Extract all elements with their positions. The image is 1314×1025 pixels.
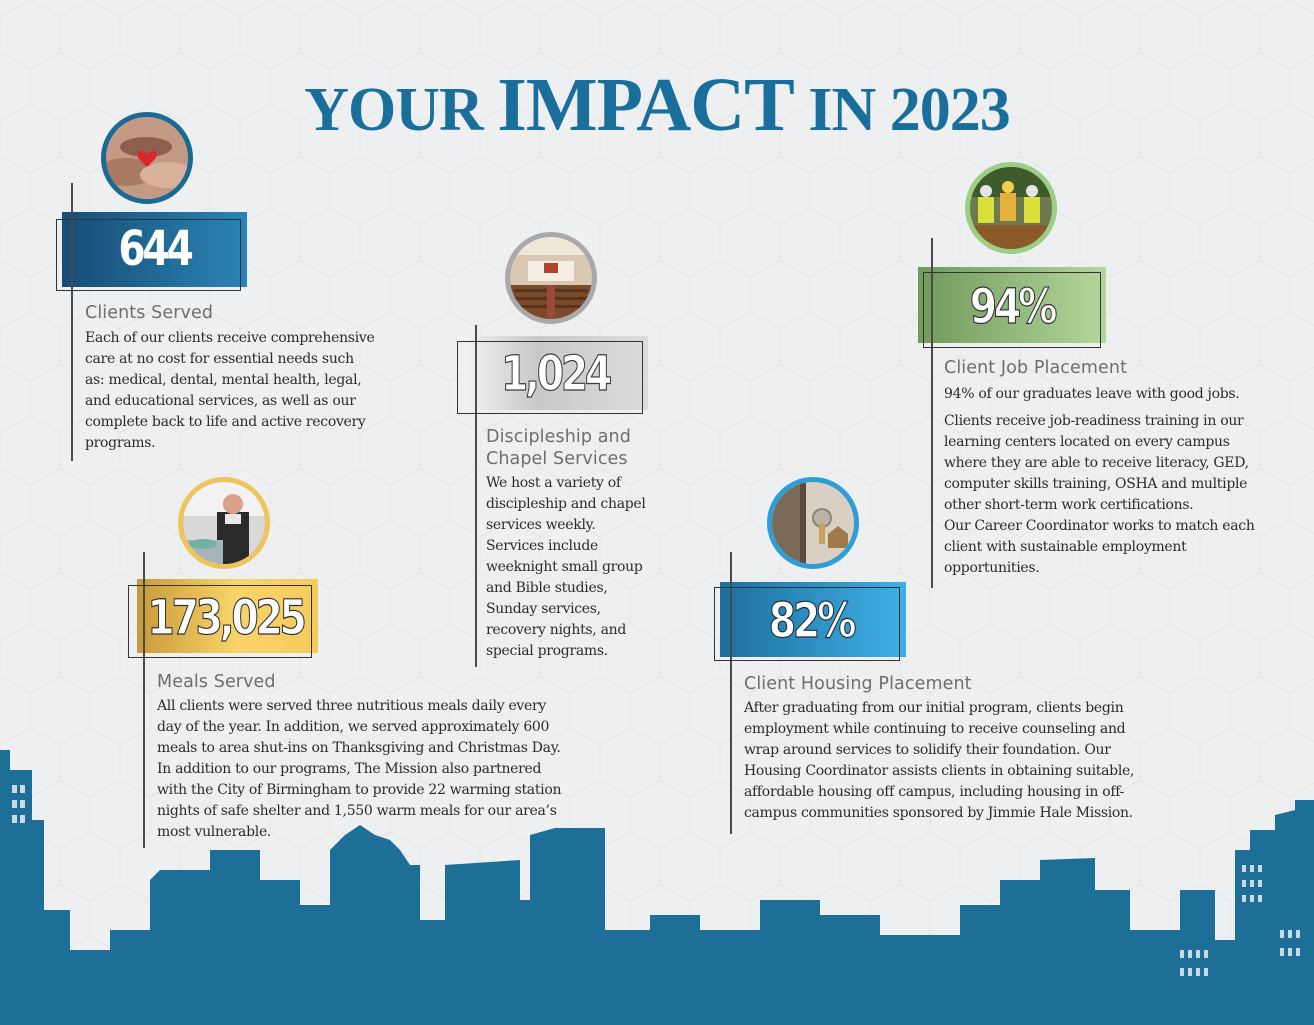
housing-number-frame xyxy=(714,587,900,661)
title-part-your: YOUR xyxy=(304,76,498,144)
meals-number: 173,025 xyxy=(147,589,308,646)
housing-number-fill xyxy=(720,582,906,657)
housing-heading: Client Housing Placement xyxy=(744,674,972,694)
city-skyline-graphic xyxy=(0,750,1314,1025)
jobs-description: 94% of our graduates leave with good job… xyxy=(944,384,1274,579)
jobs-number-fill xyxy=(918,267,1106,343)
chapel-number-fill xyxy=(464,336,648,410)
chapel-number-frame xyxy=(457,341,643,414)
chapel-divider-line xyxy=(475,325,477,667)
workers-safety-vests-photo xyxy=(965,162,1057,254)
chapel-description: We host a variety of discipleship and ch… xyxy=(486,475,646,659)
hands-holding-heart-photo xyxy=(101,112,193,204)
jobs-summary: 94% of our graduates leave with good job… xyxy=(944,386,1240,402)
jobs-heading: Client Job Placement xyxy=(944,358,1128,378)
jobs-coordinator-text: Our Career Coordinator works to match ea… xyxy=(944,518,1255,576)
jobs-training-text: Clients receive job-readiness training i… xyxy=(944,413,1249,513)
jobs-number-frame xyxy=(923,272,1101,348)
meals-heading: Meals Served xyxy=(157,672,276,692)
key-in-door-photo xyxy=(767,477,859,569)
clients-number: 644 xyxy=(118,221,194,277)
title-part-year: IN 2023 xyxy=(793,76,1010,144)
chapel-heading: Discipleship and Chapel Services xyxy=(486,427,631,469)
cook-serving-food-photo xyxy=(178,477,270,569)
chapel-interior-photo xyxy=(505,232,597,324)
meals-number-frame xyxy=(128,585,312,658)
clients-number-fill xyxy=(62,212,247,287)
housing-divider-line xyxy=(730,552,732,834)
clients-divider-line xyxy=(71,183,73,461)
clients-number-frame xyxy=(56,219,241,291)
jobs-divider-line xyxy=(931,238,933,588)
clients-heading: Clients Served xyxy=(85,303,214,323)
title-part-impact: IMPACT xyxy=(497,63,795,147)
meals-divider-line xyxy=(143,552,145,848)
housing-description: After graduating from our initial progra… xyxy=(744,700,1135,821)
housing-number: 82% xyxy=(768,592,857,649)
meals-number-fill xyxy=(137,579,318,653)
chapel-number: 1,024 xyxy=(500,345,612,402)
meals-description: All clients were served three nutritious… xyxy=(157,698,562,840)
page-title: YOUR IMPACT IN 2023 xyxy=(0,62,1314,149)
clients-description: Each of our clients receive comprehensiv… xyxy=(85,330,375,451)
jobs-number: 94% xyxy=(969,278,1058,335)
